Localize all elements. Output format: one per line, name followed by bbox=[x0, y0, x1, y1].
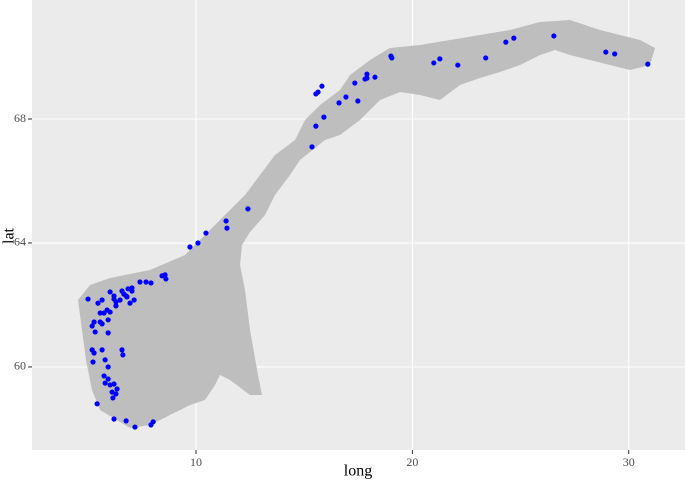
point bbox=[551, 33, 557, 39]
point bbox=[372, 74, 378, 80]
point bbox=[95, 300, 101, 306]
point bbox=[321, 114, 327, 120]
point bbox=[455, 62, 461, 68]
point bbox=[102, 380, 108, 386]
point bbox=[99, 347, 105, 353]
point bbox=[123, 418, 129, 424]
point bbox=[109, 389, 115, 395]
point bbox=[85, 296, 91, 302]
x-tick-label: 30 bbox=[623, 455, 635, 469]
point bbox=[127, 300, 133, 306]
point bbox=[431, 60, 437, 66]
norway-shape bbox=[78, 20, 655, 428]
point bbox=[111, 381, 117, 387]
point bbox=[101, 373, 107, 379]
point bbox=[437, 56, 443, 62]
point bbox=[120, 352, 126, 358]
y-axis-title: lat bbox=[1, 227, 18, 244]
point bbox=[105, 364, 111, 370]
point bbox=[89, 323, 95, 329]
point bbox=[309, 144, 315, 150]
point bbox=[132, 424, 138, 430]
point bbox=[364, 75, 370, 81]
point bbox=[645, 61, 651, 67]
point bbox=[125, 286, 131, 292]
point bbox=[107, 309, 113, 315]
point bbox=[137, 279, 143, 285]
point bbox=[119, 347, 125, 353]
point bbox=[101, 310, 107, 316]
point bbox=[150, 419, 156, 425]
point bbox=[603, 49, 609, 55]
y-tick-label: 64 bbox=[14, 235, 26, 249]
point bbox=[89, 347, 95, 353]
point bbox=[148, 280, 154, 286]
point bbox=[612, 51, 618, 57]
points bbox=[85, 33, 651, 430]
point bbox=[511, 35, 517, 41]
point bbox=[187, 244, 193, 250]
point bbox=[105, 376, 111, 382]
point bbox=[99, 321, 105, 327]
point bbox=[223, 218, 229, 224]
point bbox=[245, 206, 251, 212]
x-axis-title: long bbox=[344, 463, 372, 480]
point bbox=[110, 395, 116, 401]
point bbox=[114, 386, 120, 392]
point bbox=[389, 55, 395, 61]
point bbox=[102, 357, 108, 363]
point bbox=[111, 416, 117, 422]
x-tick-label: 10 bbox=[190, 455, 202, 469]
point bbox=[336, 100, 342, 106]
point bbox=[503, 39, 509, 45]
point bbox=[117, 297, 123, 303]
point bbox=[94, 401, 100, 407]
point bbox=[113, 391, 119, 397]
point bbox=[313, 123, 319, 129]
point bbox=[105, 317, 111, 323]
point bbox=[195, 240, 201, 246]
point bbox=[364, 71, 370, 77]
point bbox=[107, 382, 113, 388]
point bbox=[313, 91, 319, 97]
point bbox=[90, 359, 96, 365]
point bbox=[131, 297, 137, 303]
y-tick-label: 68 bbox=[14, 111, 26, 125]
point bbox=[203, 230, 209, 236]
point bbox=[143, 279, 149, 285]
point bbox=[99, 297, 105, 303]
point bbox=[91, 319, 97, 325]
point bbox=[224, 225, 230, 231]
point bbox=[319, 83, 325, 89]
y-tick-label: 60 bbox=[14, 359, 26, 373]
point bbox=[483, 55, 489, 61]
point bbox=[92, 329, 98, 335]
point bbox=[97, 310, 103, 316]
point bbox=[352, 80, 358, 86]
point bbox=[107, 289, 113, 295]
point bbox=[124, 294, 130, 300]
point bbox=[129, 285, 135, 291]
point bbox=[105, 330, 111, 336]
point bbox=[355, 98, 361, 104]
point bbox=[113, 299, 119, 305]
point bbox=[162, 272, 168, 278]
point bbox=[163, 276, 169, 282]
point bbox=[343, 94, 349, 100]
x-tick-label: 20 bbox=[406, 455, 418, 469]
point bbox=[113, 303, 119, 309]
